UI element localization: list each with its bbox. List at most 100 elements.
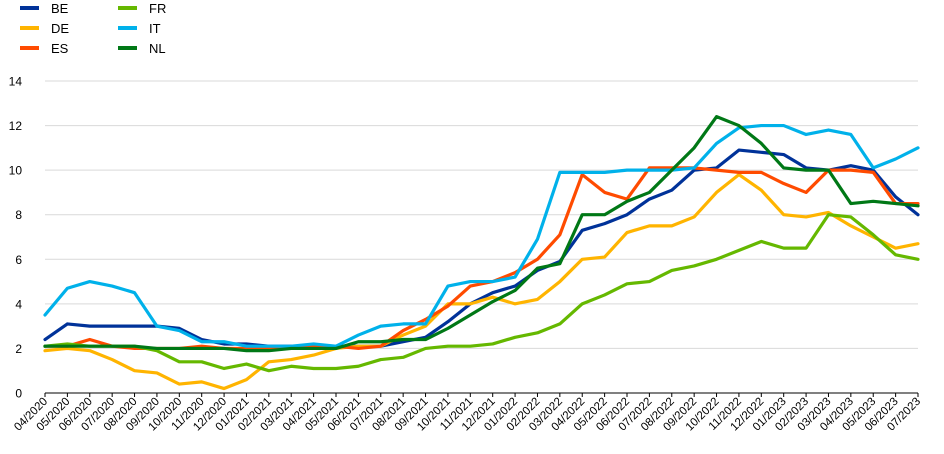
data-point-nl [401,338,405,341]
data-point-fr [334,367,338,370]
data-point-fr [290,365,293,368]
data-point-de [581,258,584,261]
data-point-it [581,171,584,174]
data-point-nl [267,349,271,352]
data-point-it [894,157,897,161]
data-point-nl [782,166,785,170]
y-axis: 0 2 4 6 8 10 12 14 [9,75,23,401]
data-point-es [88,338,91,341]
data-point-de [88,349,91,352]
data-point-it [110,284,114,288]
data-point-nl [737,124,741,127]
data-point-fr [66,342,69,346]
data-point-fr [804,246,808,250]
data-point-it [43,313,47,317]
data-point-nl [827,168,830,172]
y-tick-label: 2 [15,342,22,356]
data-point-fr [424,347,427,350]
data-point-it [648,168,651,172]
data-point-it [357,333,360,337]
data-point-es [536,258,539,261]
series-lines [43,115,920,391]
data-point-fr [692,264,696,268]
y-tick-label: 0 [15,387,22,401]
data-point-it [379,324,382,328]
data-point-es [849,168,853,172]
data-point-es [401,329,405,332]
data-point-it [849,133,853,136]
data-point-de [491,295,494,299]
data-point-be [133,324,136,328]
data-point-de [312,353,315,357]
data-point-it [200,340,203,343]
y-tick-label: 14 [9,75,23,89]
data-point-it [558,171,562,174]
data-point-es [737,171,741,174]
data-point-de [782,213,785,216]
data-point-it [290,345,293,348]
data-point-fr [894,253,897,257]
data-point-it [88,280,91,283]
data-point-de [66,347,69,350]
data-point-de [245,378,248,381]
data-point-fr [760,240,763,243]
data-point-it [715,142,718,145]
data-point-fr [782,246,785,250]
data-point-nl [290,347,293,350]
data-point-de [513,302,517,306]
data-point-es [782,182,785,185]
data-point-de [133,369,136,372]
data-point-de [536,298,539,301]
data-point-it [401,322,405,326]
data-point-nl [379,340,382,343]
data-point-be [513,284,517,288]
data-point-nl [357,340,360,343]
data-point-de [43,349,47,352]
data-point-fr [603,293,606,297]
data-point-fr [513,336,517,339]
data-point-be [491,291,494,294]
data-point-it [491,280,494,283]
data-point-es [648,166,651,170]
data-point-de [424,324,427,328]
data-point-es [581,173,584,176]
data-point-it [603,171,606,174]
data-point-es [760,171,763,174]
data-point-nl [491,300,494,303]
legend-item-it: IT [118,21,161,36]
data-point-nl [245,349,248,352]
data-point-nl [849,202,853,205]
data-point-nl [222,347,226,350]
data-point-it [66,287,69,290]
data-point-nl [670,168,673,172]
data-point-fr [178,360,181,363]
data-point-de [178,382,181,386]
data-point-fr [536,331,539,335]
legend-label: DE [51,21,69,36]
data-point-de [558,280,562,283]
data-point-be [648,197,651,201]
y-tick-label: 12 [9,119,23,133]
legend-item-fr: FR [118,1,166,16]
data-point-de [469,302,472,306]
data-point-be [110,324,114,328]
data-point-es [446,304,450,308]
y-tick-label: 10 [9,164,23,178]
data-point-it [536,238,539,241]
data-point-be [603,222,606,225]
data-point-de [267,360,271,363]
y-tick-label: 8 [15,208,22,222]
data-point-be [581,229,584,232]
data-point-it [625,168,629,172]
legend-label: BE [51,1,69,16]
data-point-de [222,387,226,390]
data-point-nl [648,191,651,194]
data-point-nl [334,347,338,350]
y-tick-label: 4 [15,297,22,311]
data-point-it [916,146,920,150]
data-point-es [558,233,562,236]
data-point-it [827,128,830,132]
data-point-it [872,166,875,170]
